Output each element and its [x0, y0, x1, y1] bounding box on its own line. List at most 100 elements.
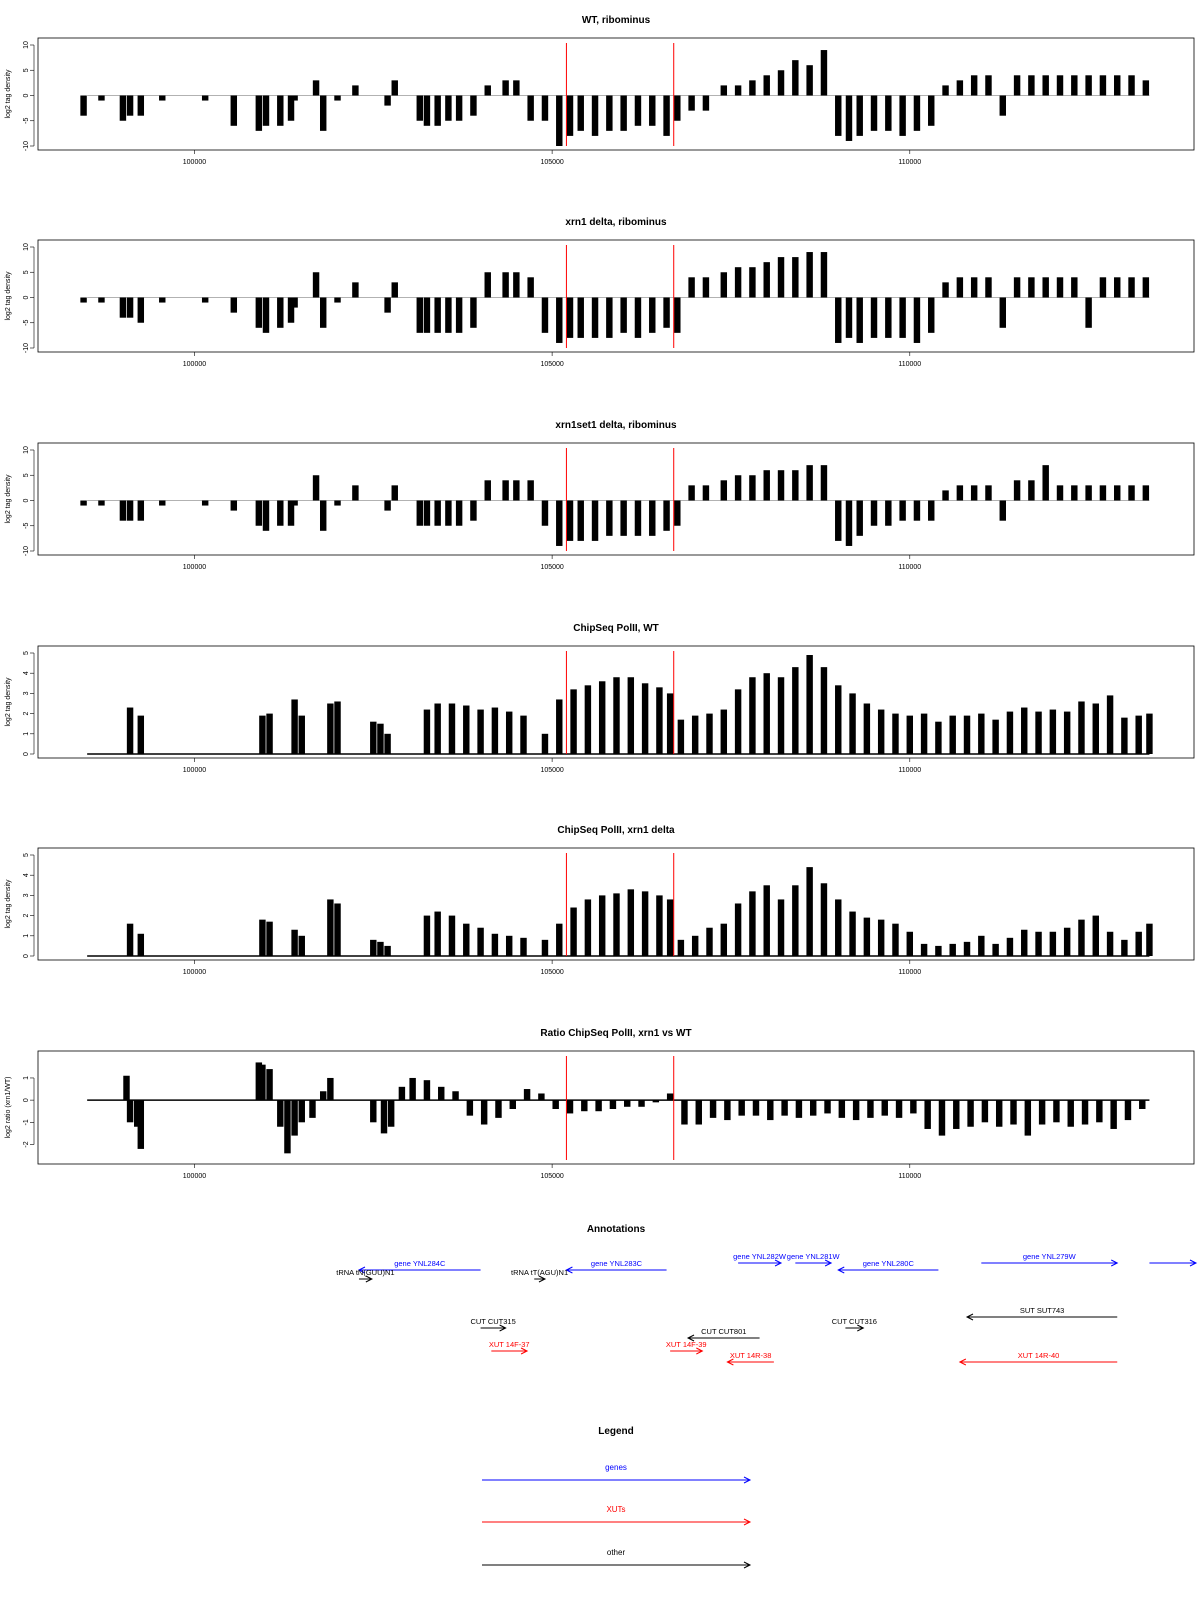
- bar: [384, 945, 391, 956]
- bar: [956, 80, 964, 96]
- bar: [1049, 931, 1057, 956]
- bar: [259, 715, 266, 754]
- bar: [763, 885, 770, 956]
- feature-label: gene YNL282W: [733, 1252, 787, 1261]
- bar: [877, 709, 885, 754]
- bar: [913, 95, 921, 131]
- bar: [999, 95, 1006, 116]
- bar: [906, 715, 914, 754]
- bar: [502, 272, 509, 298]
- arrow-head: [499, 1324, 507, 1332]
- plot-frame: [37, 645, 1195, 759]
- arrow-head: [686, 1334, 695, 1342]
- bar: [134, 1100, 141, 1127]
- bar: [820, 50, 828, 96]
- bar: [1114, 75, 1121, 96]
- bar: [1146, 713, 1153, 754]
- bar: [391, 485, 398, 501]
- bar: [967, 1100, 974, 1127]
- bar: [480, 1100, 488, 1125]
- x-tick-label: 100000: [183, 564, 206, 571]
- y-tick-label: 1: [23, 732, 30, 736]
- bar: [1006, 937, 1014, 956]
- bar: [230, 500, 238, 511]
- bar: [856, 500, 863, 536]
- bar: [230, 95, 238, 126]
- bar: [370, 939, 377, 956]
- y-axis-label: log2 tag density: [5, 69, 12, 119]
- bar: [538, 1093, 545, 1101]
- arrow-head: [958, 1358, 967, 1366]
- bar: [1021, 929, 1028, 956]
- bar: [201, 500, 209, 506]
- bar: [416, 95, 424, 121]
- bar: [255, 500, 263, 526]
- bar: [556, 297, 563, 343]
- bar: [556, 95, 563, 146]
- bar: [527, 480, 534, 501]
- legend-label: XUTs: [606, 1505, 625, 1514]
- bar: [806, 65, 813, 96]
- bar: [985, 485, 992, 501]
- bar: [1106, 931, 1114, 956]
- panel-title: WT, ribominus: [582, 15, 651, 26]
- arrow-head: [965, 1313, 974, 1321]
- bar: [1067, 1100, 1074, 1127]
- feature-label: CUT CUT315: [470, 1317, 515, 1326]
- bar: [259, 1064, 266, 1101]
- y-tick-label: 5: [23, 68, 30, 72]
- bar: [924, 1100, 931, 1129]
- bar: [477, 927, 484, 956]
- bar: [334, 297, 341, 303]
- y-tick-label: 2: [23, 914, 30, 918]
- bar: [484, 272, 491, 298]
- bar: [434, 297, 441, 333]
- bar: [835, 899, 842, 956]
- bar: [298, 715, 305, 754]
- bar: [674, 95, 681, 121]
- bar: [484, 480, 491, 501]
- bar: [763, 262, 770, 298]
- bar: [777, 70, 785, 96]
- y-tick-label: 4: [23, 873, 30, 877]
- bar: [892, 713, 899, 754]
- bar: [885, 500, 892, 526]
- bar: [820, 465, 828, 501]
- bar: [1063, 711, 1071, 754]
- bar: [634, 500, 642, 536]
- plot-frame: [37, 847, 1195, 961]
- bar: [1010, 1100, 1017, 1125]
- bar: [291, 95, 298, 101]
- bar: [820, 252, 828, 298]
- arrow-head: [837, 1266, 845, 1274]
- bar: [978, 713, 985, 754]
- y-tick-label: 1: [23, 934, 30, 938]
- bar: [577, 500, 584, 541]
- bar: [455, 500, 463, 526]
- bar: [527, 95, 534, 121]
- arrow-head: [774, 1259, 783, 1267]
- x-tick-label: 100000: [183, 1173, 206, 1180]
- bar: [1139, 1100, 1146, 1109]
- bar: [720, 923, 728, 956]
- y-tick-label: -5: [23, 523, 30, 529]
- bar: [824, 1100, 831, 1114]
- bar: [541, 95, 549, 121]
- bar: [495, 1100, 502, 1118]
- bar: [938, 1100, 946, 1136]
- bar: [556, 500, 563, 546]
- bar: [319, 95, 327, 131]
- bar: [777, 257, 785, 298]
- bar: [584, 685, 592, 754]
- bar: [942, 85, 949, 96]
- bar: [423, 709, 431, 754]
- bar: [520, 715, 527, 754]
- bar: [749, 891, 756, 956]
- bar: [638, 1100, 645, 1107]
- y-tick-label: 5: [23, 270, 30, 274]
- bar: [734, 689, 742, 754]
- y-tick-label: 0: [23, 752, 30, 756]
- bar: [380, 1100, 388, 1134]
- bar: [298, 935, 305, 956]
- plot-frame: [37, 239, 1195, 353]
